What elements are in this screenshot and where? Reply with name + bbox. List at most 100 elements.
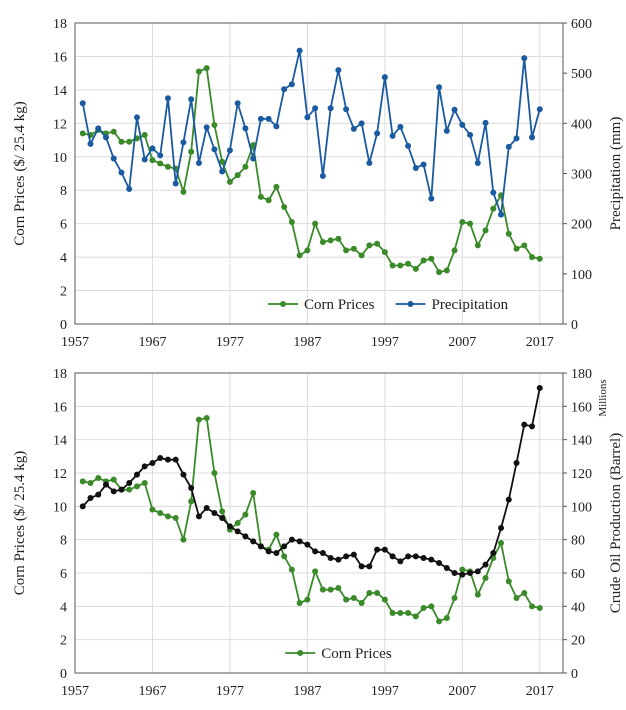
data-point	[288, 536, 295, 543]
x-tick-label: 1997	[371, 684, 399, 699]
legend-marker	[407, 301, 414, 307]
y2-tick-label: 100	[571, 268, 592, 283]
y2-tick-label: 500	[571, 67, 592, 82]
data-point	[195, 159, 202, 166]
data-point	[405, 142, 412, 149]
data-point	[513, 135, 520, 142]
data-point	[226, 178, 233, 185]
data-point	[350, 551, 357, 558]
y2-axis-label: Precipitation (mm)	[608, 117, 624, 231]
data-point	[195, 416, 202, 423]
data-point	[234, 100, 241, 107]
plot-frame	[74, 372, 564, 674]
data-point	[226, 147, 233, 154]
data-point	[273, 123, 280, 130]
data-point	[405, 260, 412, 267]
data-point	[358, 600, 365, 606]
data-point	[180, 139, 187, 146]
data-point	[521, 421, 528, 428]
data-point	[420, 257, 427, 264]
data-point	[474, 242, 481, 249]
data-point	[257, 543, 264, 550]
data-point	[164, 163, 171, 170]
data-point	[126, 138, 133, 145]
data-point	[335, 556, 342, 563]
data-point	[188, 96, 195, 103]
legend-label: Corn Prices	[304, 297, 375, 313]
data-point	[459, 218, 466, 225]
y2-tick-label: 100	[571, 500, 592, 515]
data-point	[141, 463, 148, 470]
data-point	[513, 245, 520, 252]
data-point	[412, 613, 419, 620]
data-point	[412, 265, 419, 272]
data-point	[381, 249, 388, 256]
data-point	[257, 115, 264, 122]
y-axis-label: Corn Prices ($/ 25.4 kg)	[12, 451, 28, 596]
data-point	[459, 566, 466, 573]
data-point	[521, 55, 528, 62]
x-tick-label: 1987	[293, 684, 321, 699]
y2-tick-label: 160	[571, 400, 592, 415]
data-point	[265, 548, 272, 555]
x-tick-label: 1977	[216, 335, 244, 350]
data-point	[505, 230, 512, 237]
data-point	[498, 540, 505, 546]
x-tick-label: 1967	[138, 684, 166, 699]
y-tick-label: 14	[53, 84, 67, 99]
legend-label: Corn Prices	[321, 646, 392, 662]
data-point	[482, 119, 489, 126]
x-tick-label: 1997	[371, 335, 399, 350]
data-point	[219, 508, 226, 515]
data-point	[420, 555, 427, 561]
y2-axis-label: Crude Oil Production (Barrel)	[608, 433, 624, 613]
data-point	[505, 578, 512, 585]
data-point	[319, 239, 326, 246]
y2-tick-label: 0	[571, 667, 578, 682]
data-point	[87, 140, 94, 147]
y-tick-label: 4	[60, 251, 67, 266]
data-point	[529, 423, 536, 430]
y-tick-label: 10	[53, 151, 67, 166]
data-point	[350, 245, 357, 252]
data-point	[443, 565, 450, 571]
data-point	[490, 189, 497, 196]
data-point	[110, 488, 117, 495]
data-point	[95, 125, 102, 132]
data-point	[149, 506, 156, 513]
data-point	[257, 193, 264, 200]
data-point	[521, 590, 528, 596]
data-point	[436, 84, 443, 91]
data-point	[234, 520, 241, 526]
y-tick-label: 16	[53, 50, 67, 65]
data-point	[172, 456, 179, 463]
data-point	[312, 568, 319, 575]
x-tick-label: 2007	[448, 335, 476, 350]
data-point	[157, 510, 164, 516]
data-point	[405, 553, 412, 560]
y-tick-label: 4	[60, 600, 67, 615]
y2-tick-label: 400	[571, 117, 592, 132]
x-tick-label: 2007	[448, 684, 476, 699]
y-tick-label: 8	[60, 534, 67, 549]
data-point	[428, 556, 435, 563]
data-point	[343, 553, 350, 560]
data-point	[467, 220, 474, 227]
data-point	[474, 568, 481, 575]
y-tick-label: 10	[53, 500, 67, 515]
data-point	[118, 486, 125, 493]
y-tick-label: 18	[53, 367, 67, 382]
data-point	[188, 498, 195, 505]
data-point	[133, 471, 140, 478]
data-point	[234, 172, 241, 179]
data-point	[366, 242, 373, 249]
y-tick-label: 0	[60, 667, 67, 682]
data-point	[304, 541, 311, 548]
data-point	[389, 553, 396, 560]
data-point	[296, 47, 303, 54]
data-point	[118, 169, 125, 176]
data-point	[343, 247, 350, 254]
data-point	[397, 262, 404, 269]
data-point	[157, 455, 164, 461]
